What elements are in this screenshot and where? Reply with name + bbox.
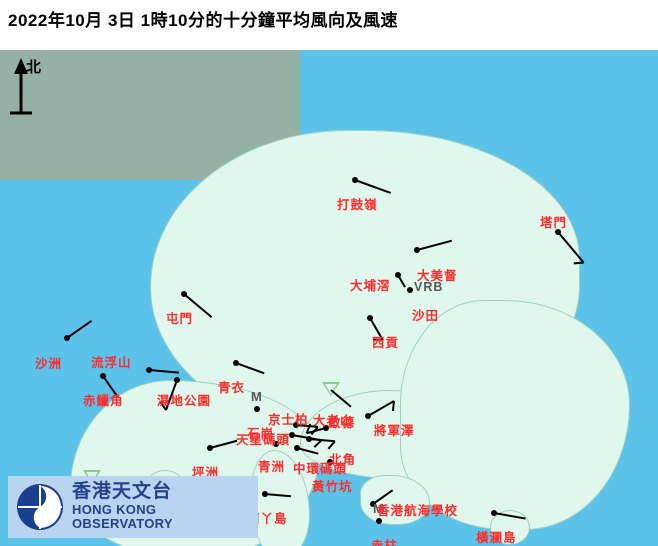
hk-weather-map: 北 打鼓嶺 流浮山 濕地公園 M 石崗 大美督 大埔滘 VRB 沙田 塔門 屯門 沙洲 赤鱲角 青衣 大老山… xyxy=(0,50,658,546)
station-label-shachau[interactable]: 沙洲 xyxy=(35,353,62,372)
station-label-taipokau[interactable]: 大埔滘 xyxy=(350,275,391,294)
station-label-tuenmun[interactable]: 屯門 xyxy=(166,308,193,327)
hko-logo-cn-text: 香港天文台 xyxy=(72,482,250,503)
station-label-saikung[interactable]: 西貢 xyxy=(372,332,399,351)
station-label-waglanisland[interactable]: 橫瀾島 xyxy=(476,527,517,546)
hko-logo-text: 香港天文台 HONG KONG OBSERVATORY xyxy=(72,482,250,531)
station-label-shatin[interactable]: 沙田 xyxy=(412,305,439,324)
station-label-vrb[interactable]: VRB xyxy=(414,280,443,294)
station-label-stanley[interactable]: 赤柱 xyxy=(371,535,398,546)
station-label-daguling[interactable]: 打鼓嶺 xyxy=(337,194,378,213)
north-label: 北 xyxy=(26,56,41,77)
land-mass-saikung xyxy=(400,300,630,530)
station-label-tapmun[interactable]: 塔門 xyxy=(540,212,567,231)
wind-map-app: 2022年10月 3日 1時10分的十分鐘平均風向及風速 北 打鼓嶺 流浮山 濕地公… xyxy=(0,0,658,546)
hko-logo-box: 香港天文台 HONG KONG OBSERVATORY xyxy=(8,476,258,538)
station-label-wongchukhang[interactable]: 黃竹坑 xyxy=(312,476,353,495)
station-dot-shekkong[interactable] xyxy=(254,406,260,412)
station-label-tseungkwano[interactable]: 將軍澤 xyxy=(374,420,415,439)
station-label-greenisland[interactable]: 青洲 xyxy=(258,456,285,475)
hko-logo-icon xyxy=(16,483,64,531)
wind-barb-tapmun[interactable] xyxy=(548,222,608,282)
station-label-cheklapkok[interactable]: 赤鱲角 xyxy=(83,390,124,409)
station-label-wetlandpark[interactable]: 濕地公園 xyxy=(157,390,211,409)
hko-logo-en-text: HONG KONG OBSERVATORY xyxy=(72,503,250,532)
page-title: 2022年10月 3日 1時10分的十分鐘平均風向及風速 xyxy=(8,6,398,31)
station-label-seaschool[interactable]: 香港航海學校 xyxy=(377,500,458,519)
station-label-tsingyi[interactable]: 青衣 xyxy=(218,377,245,396)
station-label-centralpier[interactable]: 中環碼頭 xyxy=(293,458,347,477)
